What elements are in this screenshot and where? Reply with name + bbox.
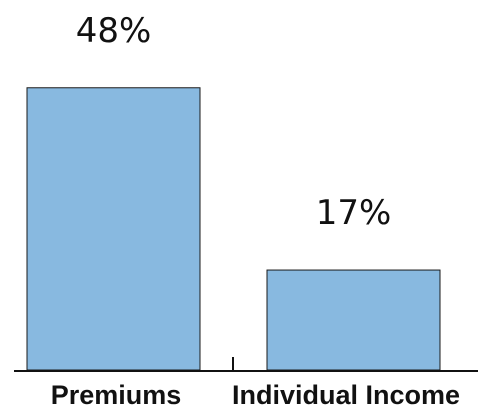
category-label-premiums: Premiums xyxy=(51,380,182,410)
bars-group xyxy=(26,87,441,371)
data-label-premiums: 48% xyxy=(76,11,152,51)
data-label-individual-income: 17% xyxy=(316,193,392,233)
bar-premiums xyxy=(26,87,201,371)
bar-individual-income xyxy=(266,269,441,371)
category-labels-group: Premiums Individual Income xyxy=(51,380,460,410)
value-labels-group: 48% 17% xyxy=(76,11,392,233)
category-label-individual-income: Individual Income xyxy=(232,380,460,410)
